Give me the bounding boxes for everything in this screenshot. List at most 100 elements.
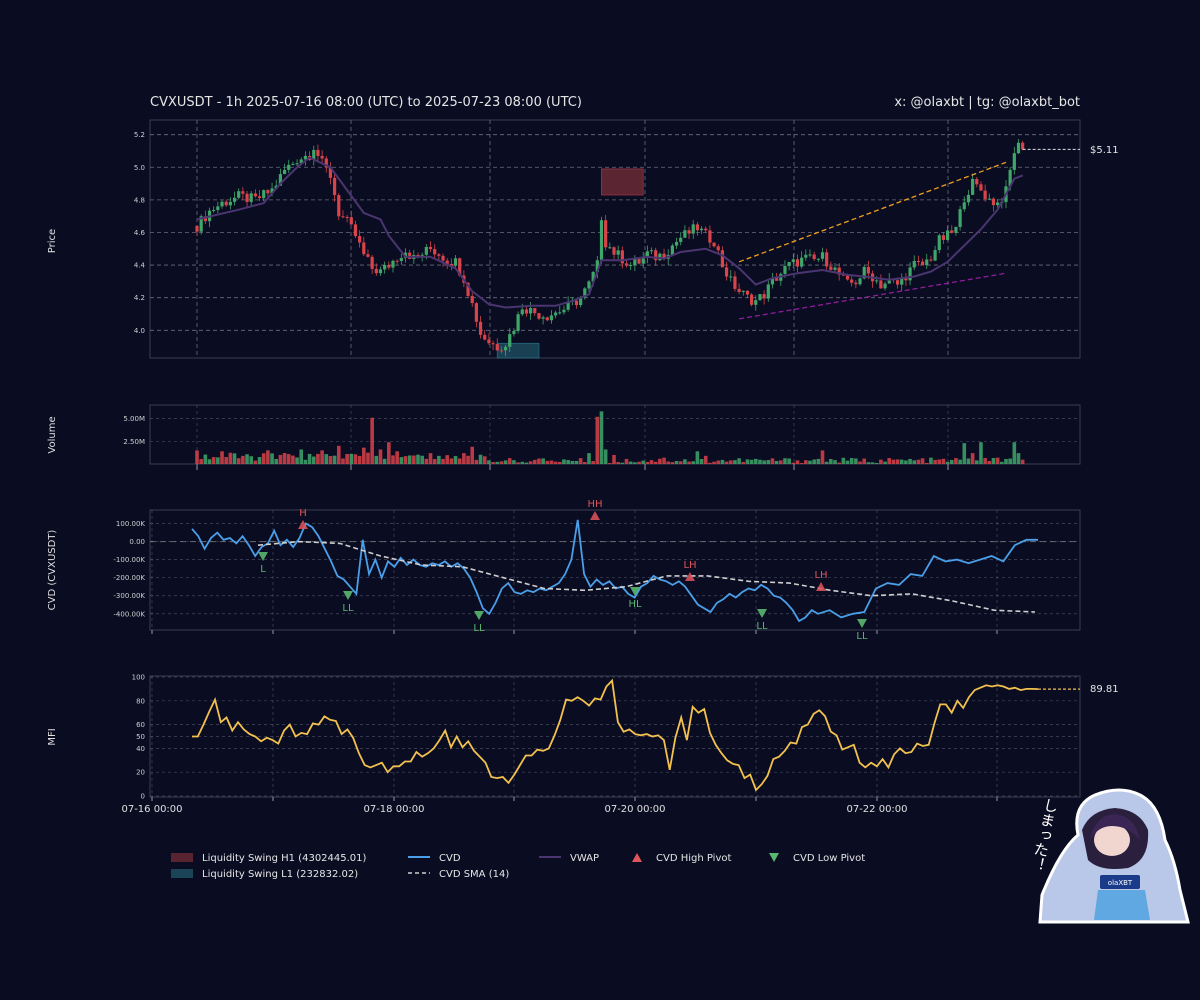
candle-body — [729, 276, 733, 278]
volume-bar — [728, 460, 733, 464]
price-tick-label: 4.6 — [134, 229, 146, 237]
volume-bar — [916, 459, 921, 464]
mfi-tick-label: 100 — [132, 674, 145, 682]
volume-bar — [587, 453, 591, 464]
candle-body — [1008, 169, 1012, 187]
candle-body — [458, 258, 462, 276]
candle-body — [491, 343, 495, 345]
volume-bar — [870, 462, 875, 464]
candle-body — [424, 246, 428, 255]
candle-body — [875, 280, 879, 282]
candle-body — [341, 216, 345, 218]
candle-body — [833, 267, 837, 270]
price-tick-label: 4.4 — [134, 262, 146, 270]
candle-body — [883, 283, 887, 289]
mfi-tick-label: 0 — [141, 793, 145, 801]
cvd-tick-label: 0.00 — [129, 538, 145, 546]
volume-bar — [583, 462, 587, 464]
volume-bar — [633, 462, 637, 464]
credit-text: x: @olaxbt | tg: @olaxbt_bot — [894, 95, 1080, 110]
volume-bar — [507, 458, 512, 464]
candle-body — [595, 260, 599, 272]
candle-body — [387, 264, 391, 268]
candle-body — [558, 312, 562, 314]
candle-body — [825, 252, 829, 267]
candle-body — [641, 256, 645, 264]
volume-bar — [245, 454, 249, 464]
volume-bar — [866, 462, 871, 464]
volume-bar — [437, 455, 441, 464]
candle-body — [566, 301, 570, 310]
candle-body — [775, 277, 779, 281]
green-triangle-down-icon — [769, 853, 779, 862]
volume-bar — [895, 459, 900, 464]
volume-bar — [678, 461, 683, 464]
candle-body — [687, 230, 691, 234]
volume-bar — [1008, 458, 1012, 464]
mfi-tick-label: 50 — [136, 733, 145, 741]
volume-bar — [770, 458, 775, 464]
volume-bar — [578, 458, 583, 464]
candle-body — [499, 350, 504, 352]
candle-body — [787, 262, 791, 267]
candle-body — [508, 334, 512, 347]
candle-body — [362, 242, 366, 255]
candle-body — [453, 258, 458, 266]
volume-bar — [737, 458, 741, 464]
candle-body — [212, 210, 216, 212]
chart-title: CVXUSDT - 1h 2025-07-16 08:00 (UTC) to 2… — [150, 95, 582, 110]
volume-bar — [203, 454, 208, 464]
volume-bar — [403, 456, 408, 464]
volume-bar — [749, 459, 754, 464]
candle-body — [866, 266, 870, 274]
volume-bar — [207, 459, 212, 464]
volume-bar — [278, 454, 283, 464]
volume-bar — [937, 459, 942, 464]
volume-bar — [683, 459, 687, 464]
candle-body — [925, 259, 929, 266]
candle-body — [253, 193, 257, 197]
candle-body — [328, 167, 333, 178]
volume-bar — [883, 461, 887, 464]
volume-bar — [382, 458, 387, 464]
candle-body — [562, 309, 566, 313]
candle-body — [837, 267, 841, 275]
candle-body — [220, 201, 224, 207]
volume-bar — [291, 455, 295, 464]
volume-bar — [228, 452, 233, 464]
candle-body — [716, 246, 720, 251]
volume-bar — [553, 461, 558, 464]
volume-bar — [1012, 442, 1017, 464]
cvd-line — [191, 519, 1038, 623]
candle-body — [762, 294, 766, 299]
price-tick-label: 4.2 — [134, 294, 145, 302]
volume-bar — [628, 461, 633, 464]
volume-bar — [516, 462, 520, 464]
volume-bar — [791, 462, 796, 464]
candle-body — [808, 254, 812, 256]
candle-body — [670, 245, 674, 255]
candle-body — [912, 260, 916, 268]
candle-body — [591, 271, 595, 282]
volume-bar — [570, 460, 575, 464]
candle-body — [195, 225, 199, 232]
candle-body — [758, 294, 762, 301]
volume-bar — [266, 450, 270, 464]
candle-body — [920, 261, 925, 266]
volume-bar — [849, 458, 854, 464]
candle-body — [574, 300, 579, 306]
volume-bar — [224, 457, 228, 464]
candle-body — [996, 202, 1000, 206]
red-triangle-up-icon — [632, 853, 642, 862]
volume-bar — [541, 458, 545, 464]
volume-bar — [387, 442, 391, 464]
candle-body — [487, 339, 491, 344]
candle-body — [750, 294, 754, 305]
candle-body — [478, 321, 483, 335]
candle-body — [612, 247, 616, 255]
x-tick-2: 07-20 00:00 — [604, 804, 665, 815]
volume-bar — [532, 459, 537, 464]
candle-body — [512, 330, 516, 335]
volume-bar — [699, 459, 704, 464]
candle-body — [733, 276, 737, 289]
